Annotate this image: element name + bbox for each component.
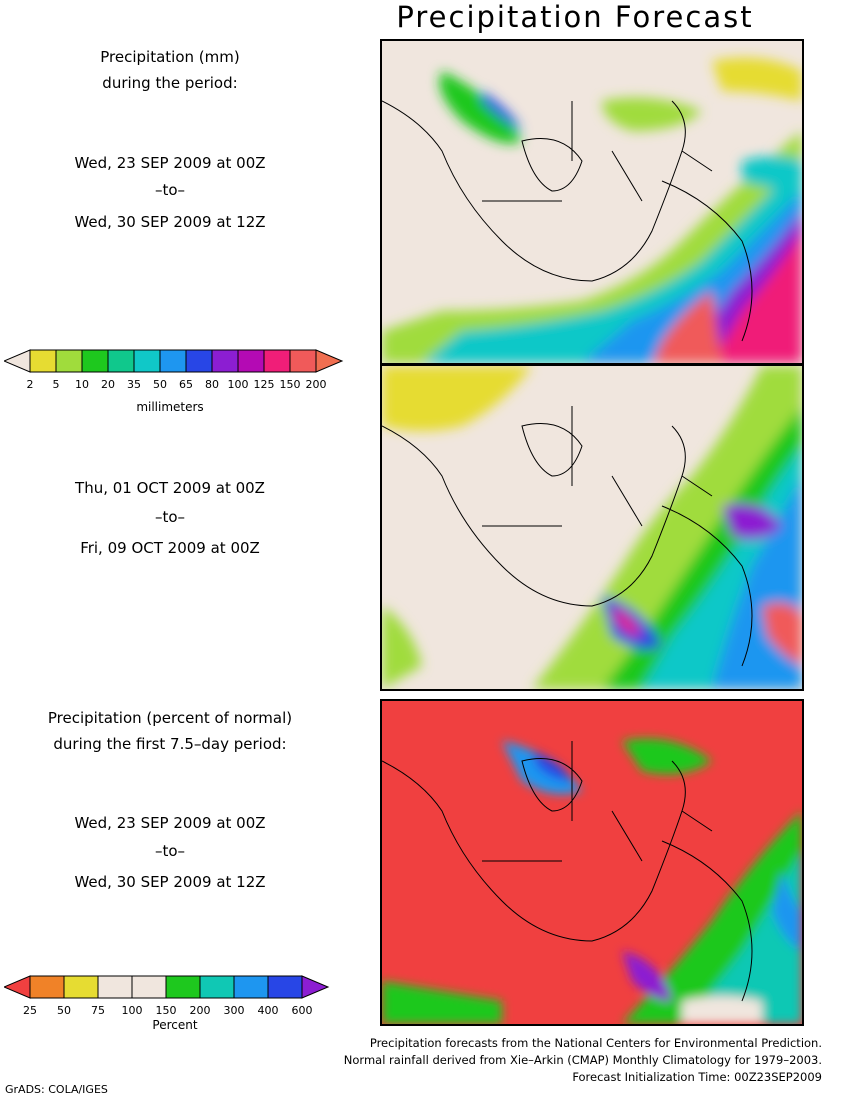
percent-colorbar <box>4 975 330 999</box>
colorbar-swatch <box>133 349 161 373</box>
mm-colorbar-ticks: 2 5 10 20 35 50 65 80 100 125 150 200 <box>0 378 350 394</box>
colorbar-tick-label: 5 <box>52 378 60 391</box>
colorbar-tick-label: 75 <box>91 1004 105 1017</box>
colorbar-swatch <box>81 349 109 373</box>
colorbar-tick-label: 35 <box>127 378 141 391</box>
panel1-start-date: Wed, 23 SEP 2009 at 00Z <box>74 154 266 172</box>
colorbar-tick-label: 50 <box>153 378 167 391</box>
colorbar-swatch <box>107 349 135 373</box>
colorbar-swatch <box>237 349 265 373</box>
panel2-start-date: Thu, 01 OCT 2009 at 00Z <box>75 479 265 497</box>
colorbar-swatch <box>97 975 133 999</box>
colorbar-high-triangle <box>301 975 330 999</box>
colorbar-swatch <box>29 975 65 999</box>
colorbar-swatch <box>159 349 187 373</box>
colorbar-tick-label: 150 <box>279 378 301 391</box>
panel3-start-date: Wed, 23 SEP 2009 at 00Z <box>74 814 266 832</box>
panel1-end-date: Wed, 30 SEP 2009 at 12Z <box>74 213 266 231</box>
colorbar-tick-label: 600 <box>291 1004 313 1017</box>
colorbar-swatch <box>267 975 303 999</box>
colorbar-tick-label: 10 <box>75 378 89 391</box>
panel1-heading-line2: during the period: <box>102 74 238 92</box>
colorbar-swatch <box>199 975 235 999</box>
colorbar-swatch <box>29 349 57 373</box>
map-panel-week1-mm <box>380 39 804 365</box>
colorbar-tick-label: 80 <box>205 378 219 391</box>
colorbar-tick-label: 2 <box>26 378 34 391</box>
colorbar-tick-label: 20 <box>101 378 115 391</box>
panel2-end-date: Fri, 09 OCT 2009 at 00Z <box>80 539 260 557</box>
panel3-end-date: Wed, 30 SEP 2009 at 12Z <box>74 873 266 891</box>
colorbar-swatch <box>289 349 317 373</box>
panel1-heading-line1: Precipitation (mm) <box>100 48 240 66</box>
colorbar-swatch <box>211 349 239 373</box>
colorbar-swatch <box>55 349 83 373</box>
colorbar-tick-label: 150 <box>155 1004 177 1017</box>
colorbar-high-triangle <box>315 349 344 373</box>
map-panel-week2-mm <box>380 364 804 691</box>
panel3-to: –to– <box>154 842 186 860</box>
panel3-heading-line2: during the first 7.5–day period: <box>53 735 287 753</box>
credits: Precipitation forecasts from the Nationa… <box>344 1035 822 1086</box>
colorbar-low-triangle <box>4 349 31 373</box>
colorbar-tick-label: 50 <box>57 1004 71 1017</box>
mm-colorbar-unit: millimeters <box>136 400 204 414</box>
map-panel-percent-normal <box>380 699 804 1026</box>
percent-colorbar-unit: Percent <box>152 1018 198 1032</box>
credits-line2: Normal rainfall derived from Xie–Arkin (… <box>343 1053 822 1067</box>
panel3-heading-line1: Precipitation (percent of normal) <box>47 709 293 727</box>
colorbar-low-triangle <box>4 975 31 999</box>
page-title: Precipitation Forecast <box>396 0 754 34</box>
credits-line1: Precipitation forecasts from the Nationa… <box>369 1036 822 1050</box>
colorbar-swatch <box>233 975 269 999</box>
colorbar-swatch <box>131 975 167 999</box>
colorbar-tick-label: 400 <box>257 1004 279 1017</box>
percent-colorbar-ticks: 25 50 75 100 150 200 300 400 600 <box>0 1004 350 1020</box>
colorbar-swatch <box>165 975 201 999</box>
colorbar-swatch <box>263 349 291 373</box>
colorbar-swatch <box>185 349 213 373</box>
colorbar-tick-label: 25 <box>23 1004 37 1017</box>
software-credit: GrADS: COLA/IGES <box>5 1083 108 1096</box>
panel1-to: –to– <box>154 181 186 199</box>
colorbar-tick-label: 300 <box>223 1004 245 1017</box>
colorbar-tick-label: 125 <box>253 378 275 391</box>
colorbar-tick-label: 65 <box>179 378 193 391</box>
mm-colorbar <box>4 349 344 373</box>
colorbar-swatch <box>63 975 99 999</box>
colorbar-tick-label: 200 <box>305 378 327 391</box>
panel2-to: –to– <box>154 508 186 526</box>
colorbar-tick-label: 200 <box>189 1004 211 1017</box>
colorbar-tick-label: 100 <box>121 1004 143 1017</box>
colorbar-tick-label: 100 <box>227 378 249 391</box>
credits-line3: Forecast Initialization Time: 00Z23SEP20… <box>572 1070 822 1084</box>
